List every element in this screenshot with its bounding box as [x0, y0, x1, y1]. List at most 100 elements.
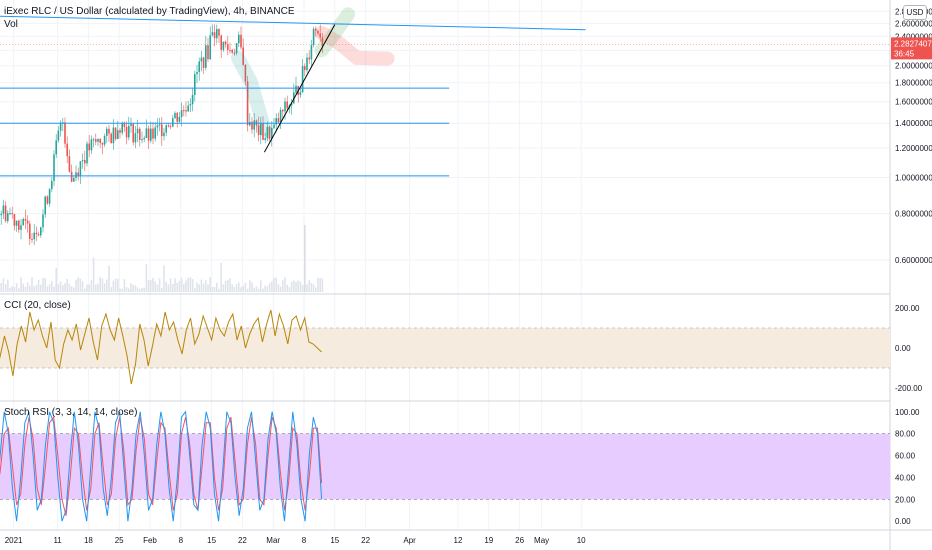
- volume-bar: [46, 286, 49, 292]
- time-tick-label: May: [534, 536, 549, 545]
- price-pane[interactable]: [0, 7, 890, 292]
- candle-body: [167, 125, 170, 127]
- candle-body: [312, 28, 315, 46]
- candle-body: [158, 124, 161, 126]
- candle-body: [257, 125, 260, 136]
- candle-body: [301, 66, 304, 93]
- volume-bar: [180, 277, 183, 292]
- price-tick-label: 2.60000000: [895, 19, 932, 28]
- candle-body: [97, 139, 99, 142]
- volume-bar: [163, 265, 165, 292]
- volume-bar: [304, 225, 306, 292]
- candle-body: [231, 50, 233, 53]
- candle-body: [202, 57, 205, 68]
- currency-button[interactable]: USD: [903, 5, 927, 20]
- volume-bar: [84, 288, 86, 292]
- cci-tick-label: 200.00: [895, 304, 920, 313]
- candle-body: [24, 218, 27, 221]
- volume-bar: [189, 277, 192, 292]
- stoch-tick-label: 100.00: [895, 408, 920, 417]
- candle-body: [70, 171, 73, 182]
- volume-bar: [277, 284, 280, 292]
- volume-bar: [139, 288, 141, 292]
- candle-body: [145, 128, 148, 139]
- candle-body: [114, 127, 117, 140]
- volume-bar: [216, 282, 218, 292]
- volume-bar: [31, 277, 33, 292]
- candle-body: [20, 225, 22, 230]
- candle-body: [132, 123, 134, 143]
- volume-bar: [264, 285, 266, 292]
- volume-bar: [106, 279, 108, 292]
- candle-body: [92, 139, 95, 141]
- candle-body: [238, 34, 240, 44]
- candle-body: [222, 41, 225, 50]
- volume-bar: [42, 277, 44, 292]
- candle-body: [227, 44, 229, 50]
- volume-bar: [178, 280, 181, 292]
- candle-body: [172, 118, 174, 127]
- volume-bar: [110, 287, 112, 292]
- candle-body: [295, 85, 297, 93]
- candle-body: [310, 45, 313, 60]
- volume-bar: [187, 278, 189, 292]
- cci-pane[interactable]: [0, 309, 890, 385]
- volume-bar: [70, 286, 73, 292]
- volume-bar: [33, 286, 35, 292]
- volume-bar: [233, 286, 236, 292]
- candle-body: [209, 35, 211, 60]
- volume-bar: [7, 279, 9, 292]
- stoch-k-line: [0, 410, 323, 522]
- candle-body: [284, 101, 286, 112]
- volume-bar: [66, 278, 68, 292]
- candle-body: [9, 213, 11, 215]
- volume-bar: [273, 277, 275, 292]
- candle-body: [279, 109, 282, 123]
- volume-bar: [123, 279, 126, 292]
- volume-bar: [299, 281, 302, 292]
- candle-body: [216, 29, 218, 39]
- time-tick-label: 8: [179, 536, 184, 545]
- candle-body: [152, 128, 154, 139]
- volume-bar: [242, 285, 244, 292]
- volume-bar: [97, 283, 99, 292]
- volume-bar: [119, 288, 121, 292]
- volume-bar: [112, 280, 115, 292]
- volume-bar: [92, 257, 95, 292]
- volume-bar: [64, 283, 66, 292]
- volume-bar: [73, 287, 75, 292]
- volume-bar: [158, 278, 161, 292]
- volume-bar: [132, 284, 134, 292]
- candle-body: [165, 125, 167, 133]
- candle-body: [64, 122, 66, 144]
- volume-bar: [37, 279, 40, 292]
- time-tick-label: 22: [238, 536, 247, 545]
- price-tick-label: 0.60000000: [895, 256, 932, 265]
- volume-bar: [220, 262, 222, 292]
- volume-bar: [15, 283, 18, 292]
- candle-body: [207, 45, 209, 60]
- volume-bar: [117, 279, 119, 292]
- price-axis[interactable]: 2.800000002.600000002.400000002.20000000…: [891, 7, 932, 526]
- volume-bar: [290, 281, 293, 292]
- candle-body: [262, 123, 264, 140]
- volume-bar: [271, 281, 273, 292]
- candle-body: [290, 103, 293, 106]
- candle-body: [282, 109, 284, 112]
- time-axis[interactable]: 2021 11 18 25 Feb 8 15 22 Mar 8 15 22 Apr 12 19 26 May 10: [5, 536, 586, 545]
- candle-body: [180, 110, 183, 117]
- volume-bar: [295, 281, 297, 292]
- stoch-rsi-pane[interactable]: [0, 410, 890, 522]
- candle-body: [37, 234, 40, 236]
- volume-label: Vol: [4, 19, 18, 30]
- volume-bar: [145, 264, 148, 292]
- volume-bar: [9, 288, 11, 292]
- time-tick-label: 25: [115, 536, 124, 545]
- candle-body: [308, 57, 310, 60]
- price-tag-background: [891, 37, 932, 60]
- candle-body: [317, 30, 319, 34]
- candle-body: [218, 29, 220, 36]
- projection-arrow-down: [314, 25, 395, 66]
